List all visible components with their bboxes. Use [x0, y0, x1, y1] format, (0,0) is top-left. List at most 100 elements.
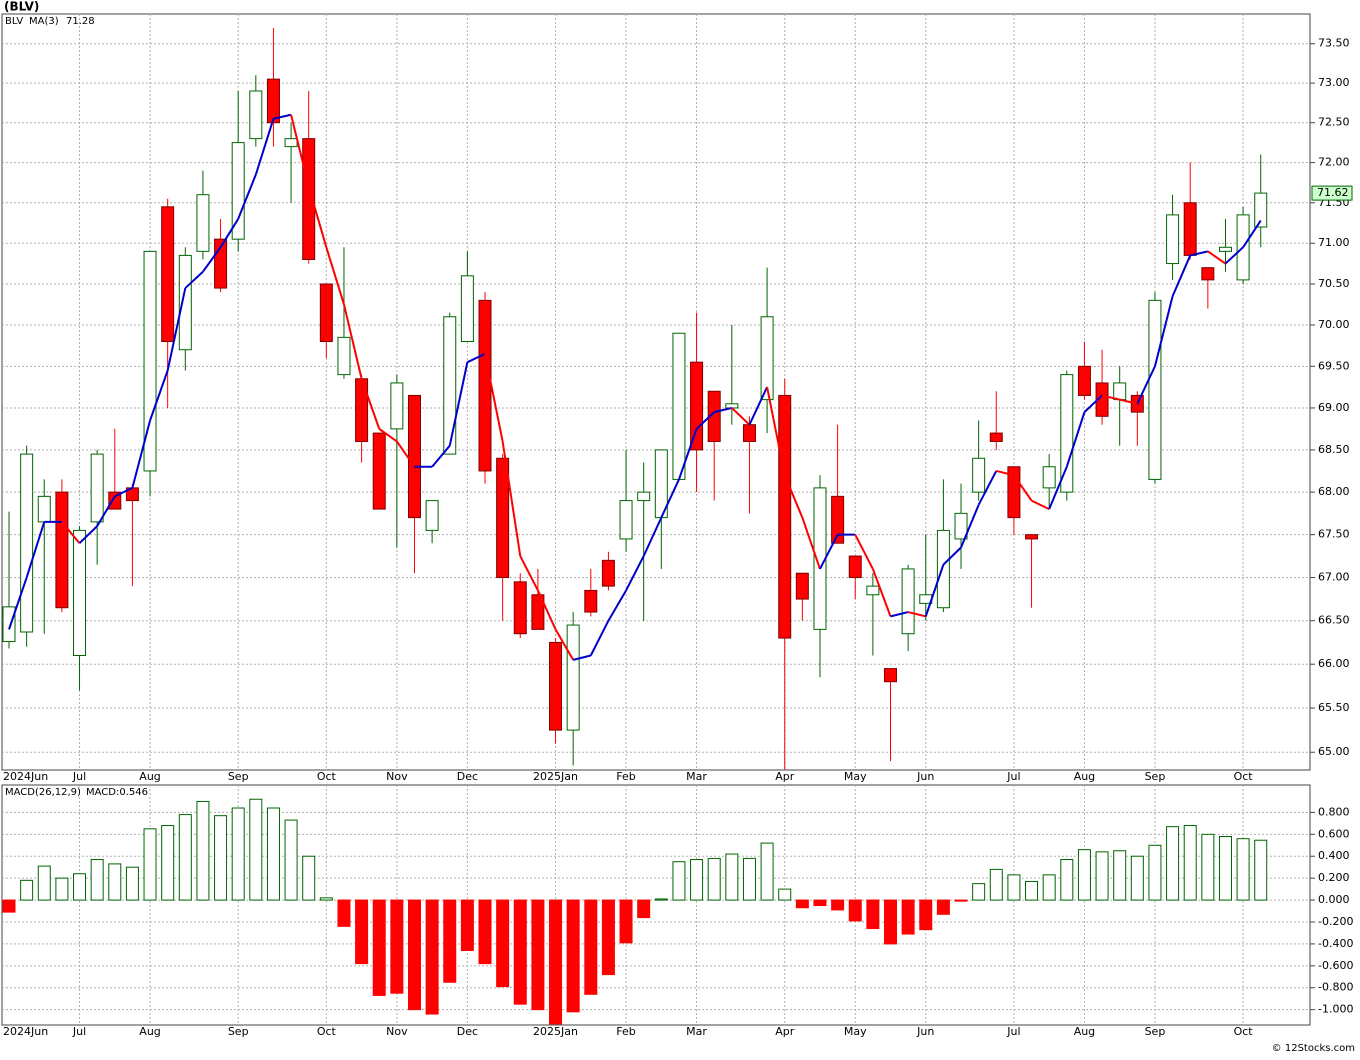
macd-bar	[1095, 851, 1109, 901]
y-tick-label: -0.800	[1318, 981, 1353, 994]
candle-body	[302, 138, 316, 260]
x-tick-label: Apr	[775, 1025, 795, 1038]
macd-bar	[936, 899, 950, 915]
y-tick-label: 0.800	[1318, 805, 1350, 818]
candle-body	[513, 581, 527, 635]
ma-line	[325, 246, 345, 305]
macd-bar	[531, 899, 545, 1011]
candle-body	[531, 594, 545, 630]
macd-bar	[178, 814, 192, 901]
ma-line	[25, 521, 46, 578]
ma-line	[96, 495, 116, 527]
x-tick-label: Jul	[72, 1025, 86, 1038]
candle-body	[37, 495, 51, 523]
candle-body	[319, 283, 333, 342]
y-tick-label: 0.000	[1318, 893, 1350, 906]
y-tick-label: 72.00	[1318, 156, 1350, 169]
x-tick-label: Oct	[317, 770, 337, 783]
ma-line	[8, 577, 28, 630]
candle-body	[372, 432, 386, 510]
candle-body	[954, 512, 968, 540]
macd-bar	[355, 899, 369, 965]
macd-bar	[566, 899, 580, 1013]
macd-bar	[143, 828, 157, 901]
ma-line	[1136, 365, 1156, 405]
ma-line	[801, 517, 821, 570]
x-tick-label: Sep	[228, 770, 249, 783]
macd-bar	[1236, 838, 1250, 901]
ma-line	[166, 287, 187, 371]
macd-bar	[20, 879, 34, 901]
y-tick-label: 68.50	[1318, 443, 1350, 456]
x-tick-label: Feb	[616, 770, 635, 783]
macd-bar	[1113, 850, 1127, 901]
macd-bar	[90, 859, 104, 901]
ma-line	[466, 352, 486, 364]
macd-bar	[390, 899, 404, 994]
macd-bar	[778, 888, 792, 901]
x-tick-label: Nov	[386, 770, 408, 783]
ma-line	[448, 361, 469, 446]
candle-body	[55, 491, 69, 609]
ma-line	[924, 564, 945, 617]
y-tick-label: 69.00	[1318, 401, 1350, 414]
x-tick-label: 2024Jun	[3, 1025, 48, 1038]
candle-body	[1254, 192, 1268, 228]
macd-bar	[831, 899, 845, 911]
macd-bar	[690, 859, 704, 901]
macd-bar	[1254, 839, 1268, 901]
macd-bar	[55, 877, 69, 901]
y-tick-label: 70.50	[1318, 277, 1350, 290]
macd-bar	[866, 899, 880, 930]
ma-line	[219, 218, 240, 248]
candle-body	[1166, 214, 1180, 265]
ma-line	[202, 246, 222, 273]
ma-line	[942, 546, 962, 566]
candle-body	[496, 457, 510, 579]
candle-body	[337, 336, 351, 376]
macd-bar	[848, 899, 862, 922]
ma-line	[273, 113, 292, 120]
candle-body	[584, 589, 598, 613]
candle-body	[1025, 534, 1039, 540]
ma-line	[660, 478, 680, 519]
macd-bar	[284, 819, 298, 901]
macd-bar	[584, 899, 598, 995]
x-tick-label: Aug	[139, 770, 160, 783]
macd-bar	[549, 899, 563, 1025]
ma-line	[1189, 250, 1209, 257]
y-tick-label: 68.00	[1318, 485, 1350, 498]
macd-panel	[1, 784, 1311, 1026]
y-tick-label: 67.00	[1318, 571, 1350, 584]
ma-line	[1242, 219, 1262, 248]
macd-bar	[1130, 855, 1144, 901]
candle-body	[760, 316, 774, 401]
macd-bar	[1148, 844, 1162, 901]
ma-line	[131, 420, 152, 489]
candle-body	[795, 572, 809, 600]
x-tick-label: Dec	[457, 770, 478, 783]
candle-body	[143, 250, 157, 472]
x-tick-label: Oct	[1234, 1025, 1254, 1038]
ma-line	[536, 590, 557, 630]
candle-body	[936, 529, 950, 609]
macd-bar	[319, 897, 333, 901]
candle-body	[90, 453, 104, 523]
ma-line	[254, 118, 275, 175]
copyright: © 12Stocks.com	[1272, 1043, 1355, 1054]
x-tick-label: Feb	[616, 1025, 635, 1038]
candle-body	[601, 559, 615, 587]
macd-bar	[1183, 825, 1197, 901]
macd-bar	[196, 800, 210, 901]
x-tick-label: Nov	[386, 1025, 408, 1038]
macd-bar	[73, 873, 87, 901]
macd-bar	[1201, 833, 1215, 901]
ma-line	[1171, 255, 1192, 297]
candle-body	[460, 275, 474, 342]
ma-line	[290, 114, 310, 187]
ma-line	[977, 470, 998, 506]
x-tick-label: Oct	[317, 1025, 337, 1038]
candle-body	[742, 424, 756, 442]
candle-body	[848, 555, 862, 579]
